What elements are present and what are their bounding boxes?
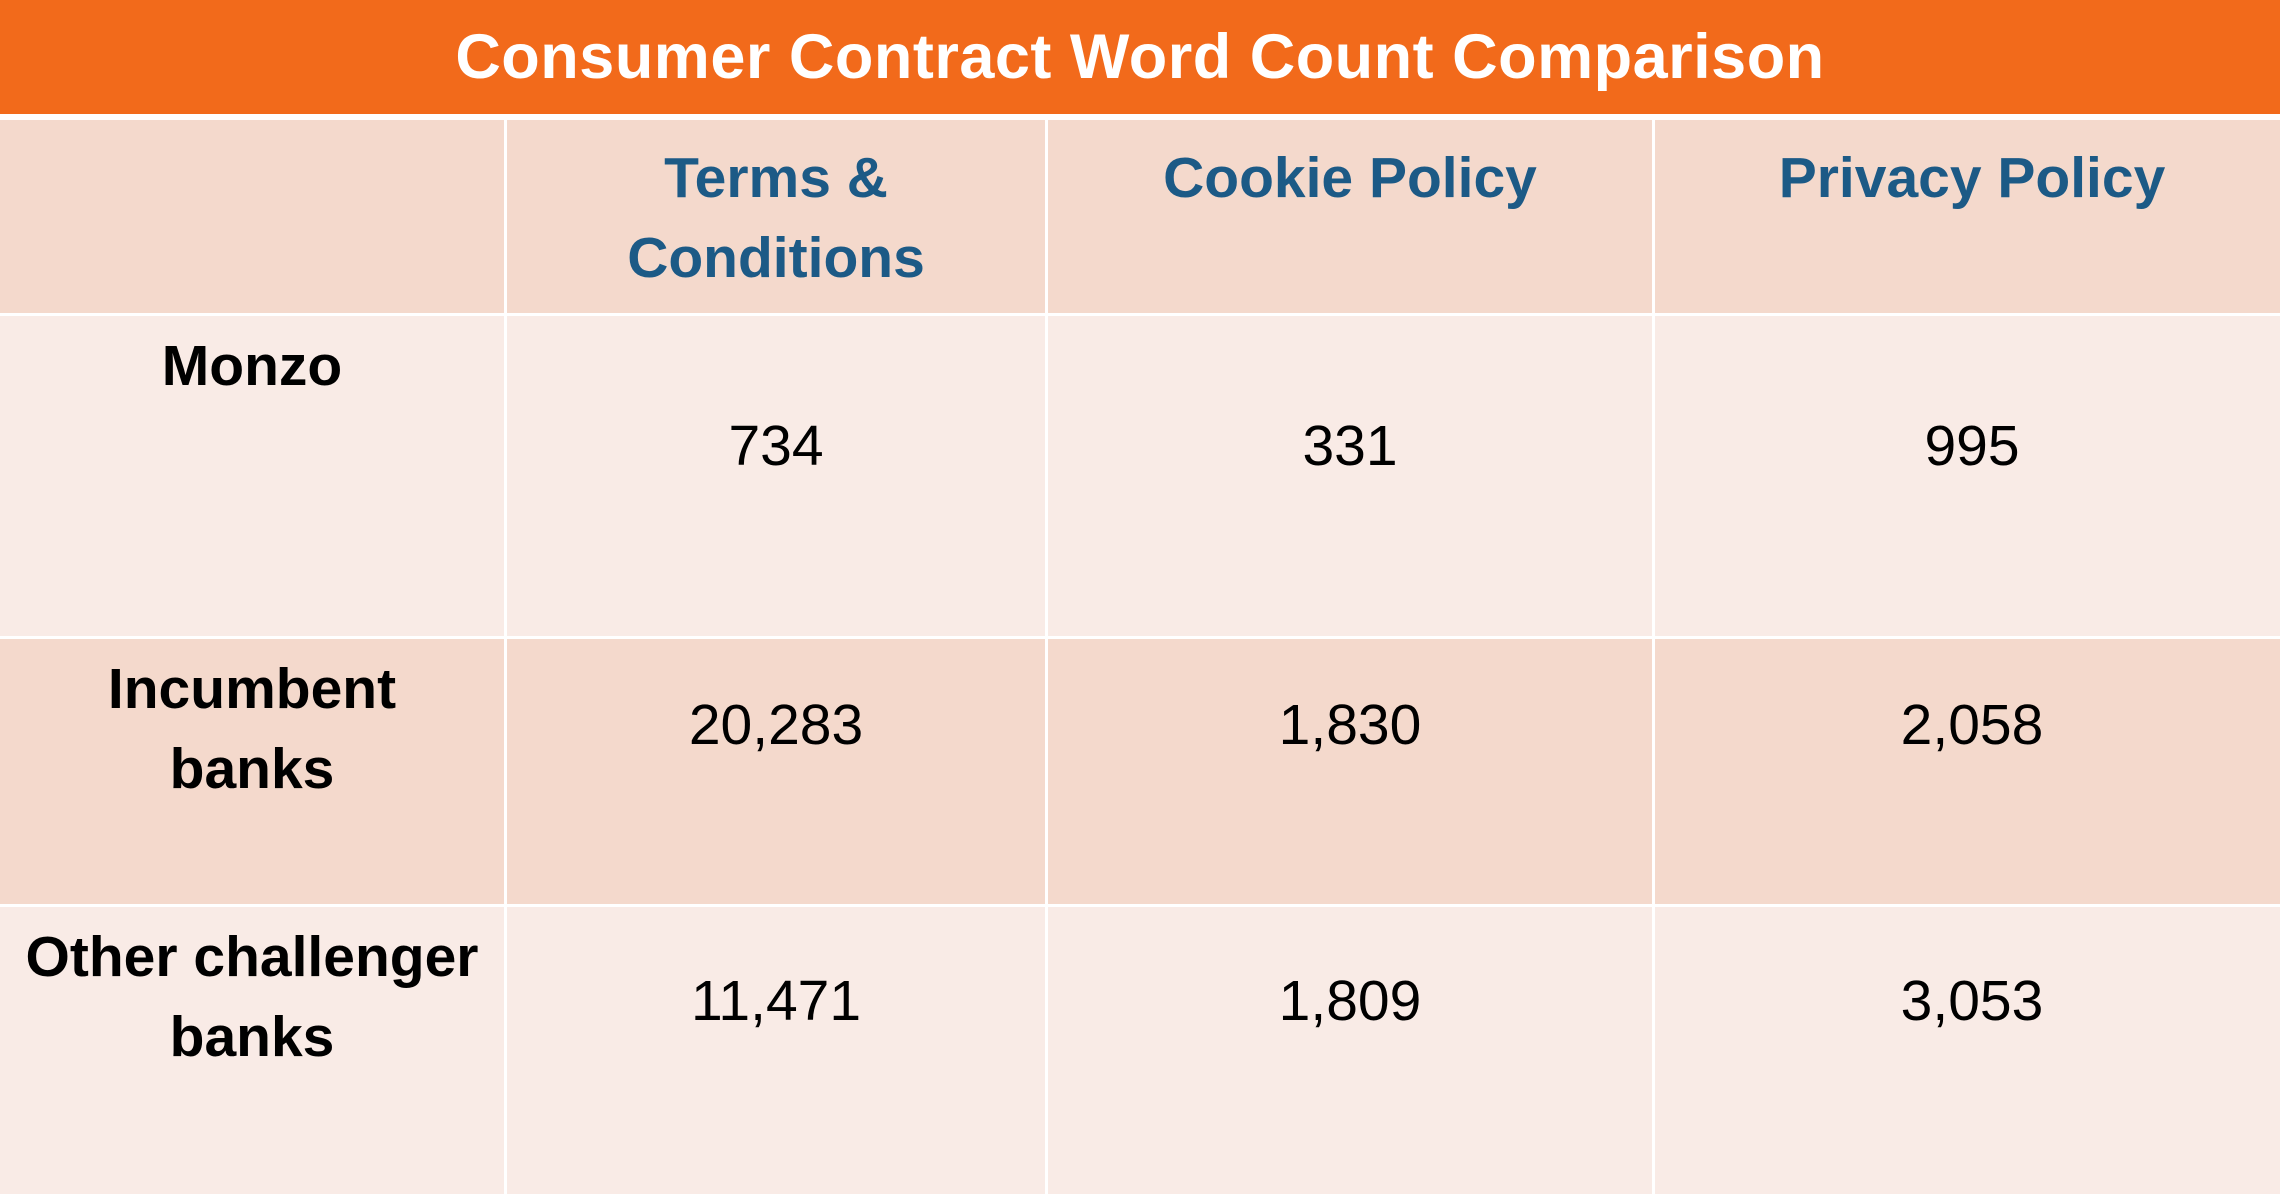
table-title: Consumer Contract Word Count Comparison [0, 0, 2280, 114]
table-cell: 20,283 [507, 639, 1045, 904]
row-label-other-challenger-banks: Other challenger banks [0, 907, 504, 1194]
column-header-terms: Terms & Conditions [507, 120, 1045, 313]
row-label-other-line2: banks [169, 1005, 335, 1069]
column-header-terms-line2: Conditions [627, 226, 925, 290]
row-label-incumbent-banks: Incumbent banks [0, 639, 504, 904]
column-header-terms-line1: Terms & [664, 146, 888, 210]
table-cell: 11,471 [507, 907, 1045, 1194]
table-cell: 995 [1655, 316, 2280, 636]
row-label-incumbent-line2: banks [169, 737, 335, 801]
table-cell: 331 [1048, 316, 1652, 636]
column-header-privacy: Privacy Policy [1655, 120, 2280, 313]
row-label-incumbent-line1: Incumbent [107, 657, 397, 721]
table-cell: 734 [507, 316, 1045, 636]
corner-cell [0, 120, 504, 313]
word-count-table: Terms & Conditions Cookie Policy Privacy… [0, 120, 2280, 1194]
table-cell: 3,053 [1655, 907, 2280, 1194]
row-label-other-line1: Other challenger [25, 925, 479, 989]
row-label-monzo: Monzo [0, 316, 504, 636]
table-cell: 2,058 [1655, 639, 2280, 904]
column-header-cookie: Cookie Policy [1048, 120, 1652, 313]
table-cell: 1,830 [1048, 639, 1652, 904]
table-cell: 1,809 [1048, 907, 1652, 1194]
